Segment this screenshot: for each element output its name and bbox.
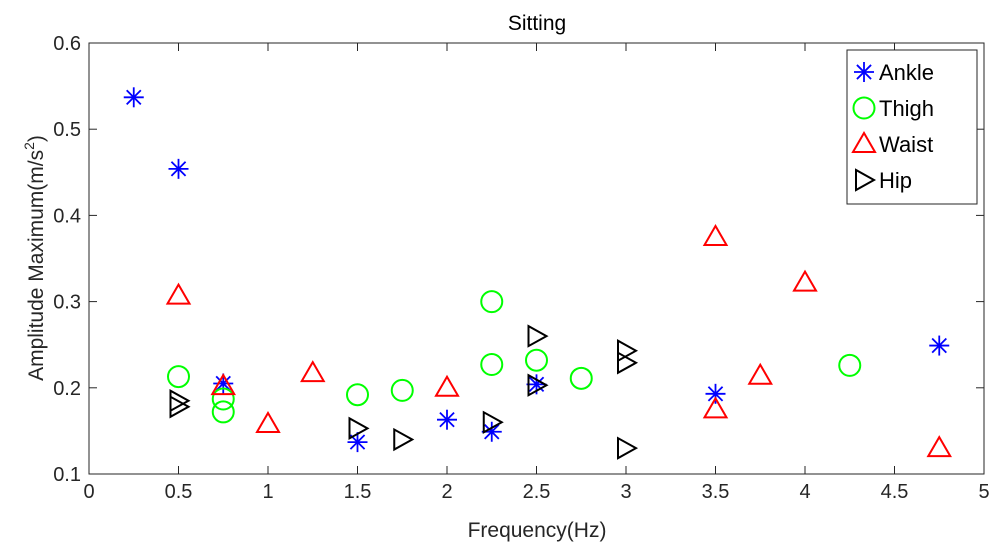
waist-point [926,435,952,458]
y-tick-label: 0.6 [53,33,81,55]
hip-point [527,324,549,348]
thigh-point [390,378,414,402]
legend-marker-ankle [854,62,874,82]
x-tick-label: 2.5 [523,481,551,503]
legend-marker-hip [855,168,877,192]
waist-point [210,373,236,396]
hip-point [169,395,191,419]
legend-label-waist: Waist [879,132,933,157]
x-tick-label: 4.5 [881,481,909,503]
waist-point [434,374,460,397]
y-tick-label: 0.1 [53,464,81,486]
thigh-point [480,353,504,377]
hip-point [527,373,549,397]
y-axis-label: Amplitude Maximum(m/s2) [21,135,48,381]
plot-area [88,42,985,475]
waist-point [300,360,326,383]
hip-point [617,339,639,363]
x-tick-label: 4 [799,481,810,503]
legend-marker-thigh [852,96,876,120]
thigh-point [480,290,504,314]
x-tick-label: 1 [262,481,273,503]
waist-point [255,411,281,434]
y-tick-label: 0.3 [53,292,81,314]
x-tick-label: 0 [83,481,94,503]
legend-marker-waist [851,131,877,153]
thigh-point [569,366,593,390]
waist-point [165,282,192,305]
thigh-point [211,387,235,411]
y-axis-label-superscript: 2 [21,142,37,150]
waist-point [702,223,729,246]
data-markers [123,87,952,460]
y-tick-label: 0.4 [53,205,81,227]
waist-point [747,362,773,385]
ankle-point [929,335,950,356]
ankle-point [481,421,502,442]
ankle-point [705,383,726,404]
x-tick-label: 5 [978,481,989,503]
thigh-point [211,400,235,424]
y-tick-label: 0.5 [53,119,81,141]
legend-label-hip: Hip [879,168,912,193]
legend-label-ankle: Ankle [879,60,934,85]
hip-point [617,351,639,375]
thigh-point [525,348,548,372]
waist-point [702,396,729,419]
thigh-point [838,353,862,377]
x-tick-label: 1.5 [344,481,372,503]
x-tick-label: 3 [620,481,631,503]
thigh-point [346,383,369,407]
x-axis-label: Frequency(Hz) [468,519,607,542]
chart-title: Sitting [508,12,566,35]
legend: Ankle Thigh Waist Hip [846,49,978,205]
y-axis-label-main: Amplitude Maximum(m/s [25,150,48,381]
x-tick-label: 2 [441,481,452,503]
hip-point [617,436,639,460]
hip-point [482,410,504,434]
x-axis: 0 0.5 1 1.5 2 2.5 3 3.5 4 4.5 5 [83,43,990,503]
y-axis: 0.1 0.2 0.3 0.4 0.5 0.6 [53,33,984,486]
hip-point [393,427,415,452]
y-axis-label-close: ) [25,135,48,142]
thigh-point [167,365,190,389]
x-tick-label: 3.5 [702,481,730,503]
legend-label-thigh: Thigh [879,96,934,121]
y-tick-label: 0.2 [53,378,81,400]
ankle-point [437,409,457,430]
waist-point [792,269,818,292]
x-tick-label: 0.5 [165,481,193,503]
ankle-point [213,373,234,394]
ankle-point [168,158,189,179]
hip-point [348,416,370,441]
ankle-point [123,87,144,108]
